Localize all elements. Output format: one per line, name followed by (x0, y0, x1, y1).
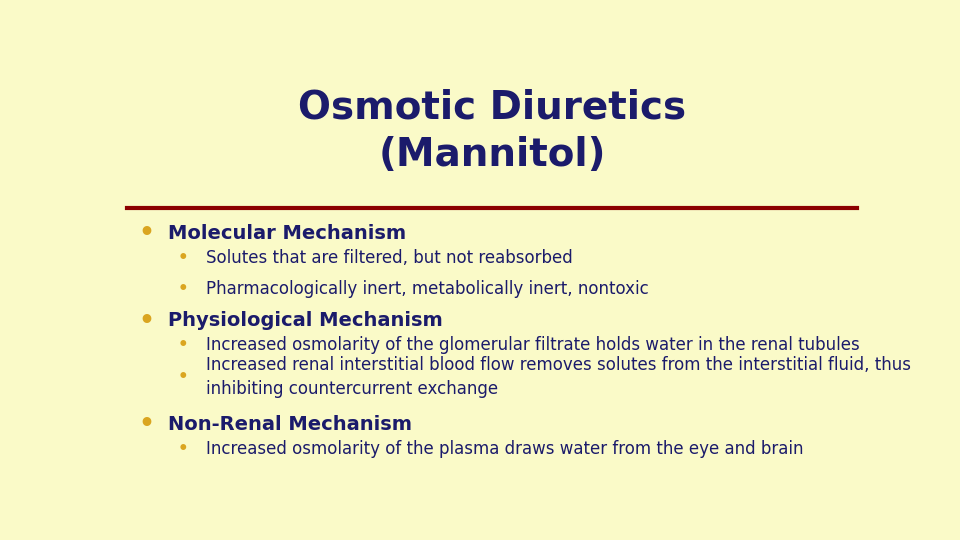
Text: Pharmacologically inert, metabolically inert, nontoxic: Pharmacologically inert, metabolically i… (205, 280, 648, 298)
Text: Increased osmolarity of the glomerular filtrate holds water in the renal tubules: Increased osmolarity of the glomerular f… (205, 336, 859, 354)
Text: Physiological Mechanism: Physiological Mechanism (168, 311, 444, 330)
Text: Osmotic Diuretics
(Mannitol): Osmotic Diuretics (Mannitol) (298, 89, 686, 174)
Text: Increased renal interstitial blood flow removes solutes from the interstitial fl: Increased renal interstitial blood flow … (205, 355, 910, 398)
Text: •: • (178, 368, 188, 386)
Text: •: • (178, 336, 188, 354)
Text: •: • (178, 249, 188, 267)
Text: •: • (138, 413, 154, 436)
Text: Non-Renal Mechanism: Non-Renal Mechanism (168, 415, 413, 434)
Text: •: • (138, 221, 154, 245)
Text: •: • (178, 280, 188, 298)
Text: Molecular Mechanism: Molecular Mechanism (168, 224, 406, 242)
Text: Solutes that are filtered, but not reabsorbed: Solutes that are filtered, but not reabs… (205, 249, 572, 267)
Text: •: • (138, 308, 154, 333)
Text: •: • (178, 441, 188, 458)
Text: Increased osmolarity of the plasma draws water from the eye and brain: Increased osmolarity of the plasma draws… (205, 441, 804, 458)
